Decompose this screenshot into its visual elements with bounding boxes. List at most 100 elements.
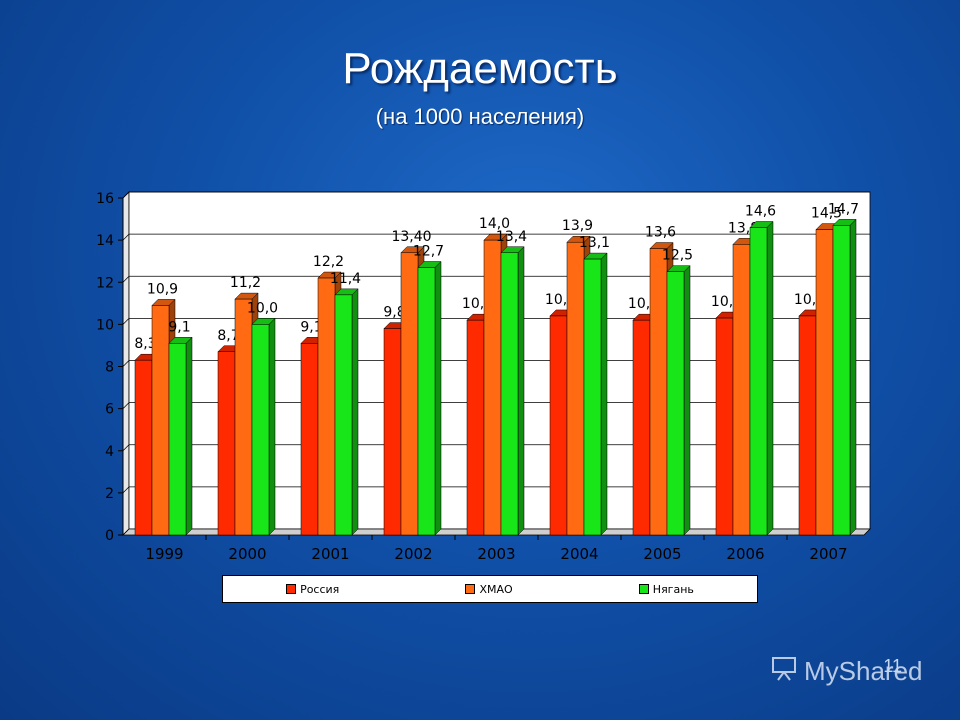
- y-tick-label: 2: [105, 486, 114, 502]
- bar-side: [600, 252, 608, 536]
- page-title: Рождаемость: [342, 44, 618, 93]
- bar-side: [434, 260, 442, 536]
- bar: [251, 324, 270, 536]
- x-tick-label: 2003: [477, 545, 515, 563]
- legend-swatch-hmao: [465, 584, 476, 594]
- page-number: 11: [883, 656, 902, 676]
- legend-item-nyagan: Нягань: [638, 582, 694, 596]
- data-label: 12,7: [413, 244, 444, 260]
- gridline-side: [122, 444, 130, 451]
- x-tick-label: 2006: [726, 545, 764, 563]
- bar: [798, 315, 817, 536]
- bar: [815, 229, 834, 536]
- legend-label-nyagan: Нягань: [652, 582, 694, 596]
- legend-item-hmao: ХМАО: [465, 582, 513, 596]
- bar-side: [185, 336, 193, 536]
- y-tick-label: 16: [96, 191, 114, 207]
- data-label: 14,7: [828, 201, 859, 217]
- bar: [500, 252, 519, 536]
- gridline-side: [122, 486, 130, 494]
- bar: [649, 248, 668, 536]
- data-label: 12,2: [313, 254, 344, 270]
- bar: [217, 351, 236, 536]
- bar: [583, 258, 602, 536]
- bar: [749, 227, 768, 536]
- bar-side: [517, 246, 525, 536]
- bar-side: [351, 288, 359, 536]
- gridline-side: [122, 233, 130, 241]
- y-tick-label: 8: [105, 360, 114, 376]
- bar: [317, 277, 336, 536]
- bar: [234, 298, 253, 536]
- data-label: 12,5: [662, 248, 693, 264]
- bar: [300, 343, 319, 536]
- gridline-side: [122, 402, 130, 409]
- x-tick-label: 2007: [809, 545, 847, 563]
- data-label: 14,5: [811, 206, 842, 222]
- bar-side: [766, 220, 774, 536]
- bar: [483, 239, 502, 536]
- bar: [417, 267, 436, 536]
- bar: [383, 328, 402, 536]
- data-label: 13,4: [496, 229, 527, 245]
- gridline-side: [122, 360, 130, 367]
- bar: [715, 317, 734, 536]
- data-label: 14,0: [479, 216, 510, 232]
- legend-label-russia: Россия: [300, 582, 340, 596]
- y-tick-label: 10: [96, 317, 114, 333]
- data-label: 13,1: [579, 235, 610, 251]
- watermark-text: MyShared: [804, 656, 923, 686]
- y-tick-label: 14: [96, 233, 114, 249]
- bar: [400, 252, 419, 536]
- bar: [334, 294, 353, 536]
- y-tick-label: 0: [105, 528, 114, 544]
- bar-side: [849, 218, 857, 536]
- bar: [666, 271, 685, 536]
- x-tick-label: 2000: [228, 545, 266, 563]
- data-label: 8,7: [217, 328, 239, 344]
- bar: [134, 359, 153, 536]
- data-label: 9,1: [168, 319, 190, 335]
- data-label: 9,8: [383, 305, 405, 321]
- data-label: 14,6: [745, 203, 776, 219]
- data-label: 13,9: [562, 218, 593, 234]
- bar: [549, 315, 568, 536]
- data-label: 11,4: [330, 271, 361, 287]
- data-label: 13,6: [645, 225, 676, 241]
- y-tick-label: 6: [105, 402, 114, 418]
- gridline-side: [122, 191, 130, 199]
- presentation-icon: [770, 654, 798, 689]
- x-tick-label: 2001: [311, 545, 349, 563]
- x-tick-label: 2002: [394, 545, 432, 563]
- data-label: 9,1: [300, 319, 322, 335]
- watermark-logo: MyShared: [770, 654, 923, 689]
- data-label: 13,40: [391, 229, 431, 245]
- page-subtitle: (на 1000 населения): [375, 104, 585, 129]
- bar: [732, 244, 751, 536]
- bar: [466, 319, 485, 536]
- gridline-side: [122, 318, 130, 325]
- y-tick-label: 12: [96, 275, 114, 291]
- legend-item-russia: Россия: [286, 583, 339, 596]
- bar: [566, 241, 585, 536]
- legend-label-hmao: ХМАО: [479, 582, 513, 596]
- gridline-side: [122, 276, 130, 283]
- data-label: 8,3: [134, 336, 156, 352]
- bar: [151, 305, 170, 536]
- legend-swatch-nyagan: [638, 584, 649, 594]
- data-label: 10,9: [147, 281, 178, 297]
- bar-side: [268, 317, 276, 536]
- data-label: 11,2: [230, 275, 261, 291]
- bar: [168, 343, 187, 536]
- bar: [832, 225, 851, 536]
- x-tick-label: 2004: [560, 545, 598, 563]
- x-tick-label: 1999: [145, 545, 183, 563]
- y-tick-label: 4: [105, 444, 114, 460]
- x-tick-label: 2005: [643, 545, 681, 563]
- bar-side: [683, 265, 691, 536]
- legend-swatch-russia: [286, 584, 297, 594]
- bar: [632, 319, 651, 536]
- data-label: 10,0: [247, 300, 278, 316]
- chart-legend: Россия ХМАО Нягань: [222, 575, 758, 603]
